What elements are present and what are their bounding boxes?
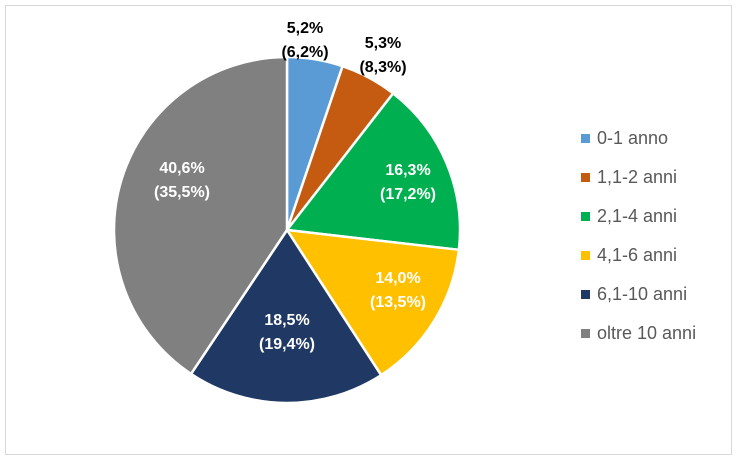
legend-label: oltre 10 anni bbox=[597, 323, 697, 343]
pie-slice-3 bbox=[284, 91, 462, 252]
data-label-2: 5,3% bbox=[365, 35, 401, 52]
legend-label: 4,1-6 anni bbox=[597, 245, 678, 265]
legend-swatch bbox=[581, 173, 590, 182]
pie-slice-6 bbox=[112, 55, 289, 376]
legend-item: oltre 10 anni bbox=[581, 314, 696, 353]
chart-frame bbox=[5, 5, 732, 455]
data-label-4: 14,0% bbox=[375, 270, 420, 287]
data-label-secondary-1: (6,2%) bbox=[281, 44, 328, 61]
data-label-6: 40,6% bbox=[159, 160, 204, 177]
data-label-secondary-5: (19,4%) bbox=[259, 336, 315, 353]
data-label-5: 18,5% bbox=[264, 312, 309, 329]
legend-label: 6,1-10 anni bbox=[597, 284, 688, 304]
pie-slice-4 bbox=[284, 228, 461, 377]
legend-item: 0-1 anno bbox=[581, 119, 696, 158]
data-label-1: 5,2% bbox=[287, 20, 323, 37]
data-label-secondary-4: (13,5%) bbox=[370, 294, 426, 311]
legend-swatch bbox=[581, 134, 590, 143]
legend-item: 6,1-10 anni bbox=[581, 275, 696, 314]
legend-label: 2,1-4 anni bbox=[597, 206, 678, 226]
pie-slice-5 bbox=[189, 227, 383, 405]
legend: 0-1 anno 1,1-2 anni 2,1-4 anni 4,1-6 anni 6,… bbox=[581, 119, 696, 353]
data-label-secondary-2: (8,3%) bbox=[359, 59, 406, 76]
data-label-secondary-6: (35,5%) bbox=[154, 184, 210, 201]
legend-label: 0-1 anno bbox=[597, 128, 669, 148]
legend-label: 1,1-2 anni bbox=[597, 167, 678, 187]
legend-item: 2,1-4 anni bbox=[581, 197, 696, 236]
legend-swatch bbox=[581, 329, 590, 338]
data-label-3: 16,3% bbox=[385, 162, 430, 179]
legend-item: 4,1-6 anni bbox=[581, 236, 696, 275]
legend-swatch bbox=[581, 290, 590, 299]
legend-swatch bbox=[581, 212, 590, 221]
legend-item: 1,1-2 anni bbox=[581, 158, 696, 197]
legend-swatch bbox=[581, 251, 590, 260]
data-label-secondary-3: (17,2%) bbox=[380, 186, 436, 203]
